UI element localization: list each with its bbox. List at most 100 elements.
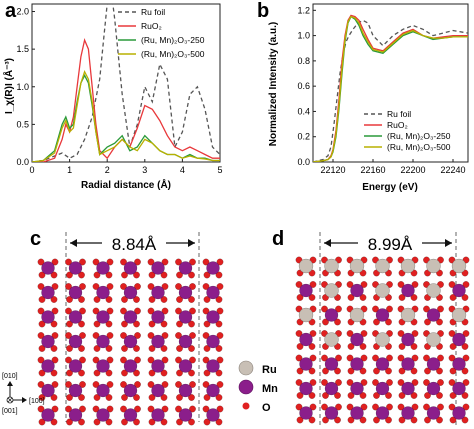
oxygen-atom	[65, 307, 72, 315]
oxygen-atom	[133, 296, 140, 303]
oxygen-atom	[175, 283, 182, 290]
oxygen-atom	[120, 258, 127, 266]
manganese-atom	[401, 357, 415, 371]
oxygen-atom	[347, 392, 355, 399]
manganese-atom	[41, 383, 55, 398]
manganese-atom	[96, 408, 110, 422]
oxygen-atom	[147, 283, 155, 290]
oxygen-atom	[449, 392, 457, 399]
x-tick-label: 0	[29, 165, 34, 175]
manganese-atom	[299, 406, 313, 420]
x-tick-label: 5	[217, 165, 222, 175]
oxygen-atom	[449, 343, 457, 350]
oxygen-atom	[346, 379, 354, 386]
oxygen-atom	[347, 367, 355, 375]
oxygen-atom	[309, 281, 317, 288]
oxygen-atom	[121, 320, 128, 328]
oxygen-atom	[93, 394, 101, 401]
oxygen-atom	[160, 320, 168, 328]
oxygen-atom	[50, 345, 58, 352]
oxygen-atom	[92, 381, 100, 388]
oxygen-atom	[37, 381, 45, 388]
oxygen-atom	[385, 318, 392, 326]
manganese-atom	[96, 359, 110, 373]
chart-a-frame	[31, 3, 221, 163]
oxygen-atom	[147, 356, 155, 364]
manganese-atom	[452, 332, 466, 347]
oxygen-atom	[335, 354, 342, 362]
oxygen-atom	[147, 258, 155, 266]
oxygen-atom	[148, 369, 156, 377]
oxygen-atom	[106, 307, 114, 315]
oxygen-atom	[398, 367, 406, 375]
oxygen-atom	[188, 271, 195, 279]
y-tick-label: 0.6	[297, 81, 310, 91]
oxygen-atom	[411, 403, 419, 411]
oxygen-atom	[397, 403, 405, 411]
oxygen-atom	[105, 369, 113, 377]
oxygen-atom	[437, 354, 444, 362]
x-tick-label: 2	[105, 165, 110, 175]
oxygen-atom	[66, 271, 73, 279]
oxygen-atom	[411, 354, 419, 362]
oxygen-atom	[176, 369, 183, 377]
oxygen-atom	[92, 332, 100, 339]
oxygen-atom	[462, 281, 470, 288]
oxygen-atom	[448, 354, 456, 362]
oxygen-atom	[148, 271, 156, 279]
oxygen-atom	[105, 271, 113, 279]
crystal-structure-d: 8.99Å	[295, 230, 470, 425]
oxygen-atom	[79, 332, 86, 339]
oxygen-atom	[106, 405, 114, 413]
oxygen-atom	[161, 356, 169, 364]
panel-label-b: b	[257, 0, 269, 22]
legend-ru-label: Ru	[262, 364, 277, 376]
oxygen-atom	[106, 258, 114, 266]
oxygen-atom	[322, 367, 329, 375]
ruthenium-atom	[400, 258, 416, 274]
manganese-atom	[178, 285, 193, 300]
oxygen-atom	[296, 367, 304, 375]
manganese-atom	[324, 308, 339, 322]
oxygen-atom	[51, 405, 59, 413]
oxygen-atom	[410, 416, 418, 424]
ruthenium-atom	[349, 258, 365, 274]
oxygen-atom	[372, 305, 379, 313]
oxygen-atom	[92, 405, 100, 413]
axis-010-arrowhead	[7, 381, 13, 386]
oxygen-atom	[424, 318, 431, 326]
oxygen-atom	[38, 271, 46, 279]
oxygen-atom	[147, 307, 155, 315]
oxygen-atom	[105, 394, 113, 401]
manganese-atom	[151, 408, 165, 422]
x-tick-label: 22120	[320, 165, 345, 175]
oxygen-atom	[134, 283, 141, 290]
oxygen-atom	[120, 283, 127, 290]
oxygen-atom	[79, 258, 86, 266]
y-tick-label: 0.0	[297, 157, 310, 167]
oxygen-atom	[120, 381, 127, 388]
oxygen-atom	[397, 379, 405, 386]
manganese-atom	[151, 285, 165, 300]
oxygen-atom	[133, 369, 140, 377]
legend-entry: RuO₂	[387, 120, 408, 130]
oxygen-atom	[66, 296, 73, 303]
manganese-atom	[178, 310, 193, 324]
oxygen-atom	[335, 305, 342, 313]
oxygen-atom	[50, 394, 58, 401]
oxygen-atom	[321, 403, 328, 411]
oxygen-atom	[78, 271, 85, 279]
y-tick-label: 0.4	[297, 106, 310, 116]
oxygen-atom	[160, 271, 168, 279]
oxygen-atom	[79, 381, 86, 388]
oxygen-atom	[449, 416, 457, 424]
oxygen-atom	[335, 403, 342, 411]
oxygen-atom	[147, 405, 155, 413]
manganese-atom	[151, 383, 165, 398]
oxygen-atom	[203, 345, 211, 352]
oxygen-atom	[359, 294, 367, 301]
oxygen-atom	[78, 345, 85, 352]
oxygen-atom	[188, 369, 195, 377]
oxygen-atom	[105, 345, 113, 352]
